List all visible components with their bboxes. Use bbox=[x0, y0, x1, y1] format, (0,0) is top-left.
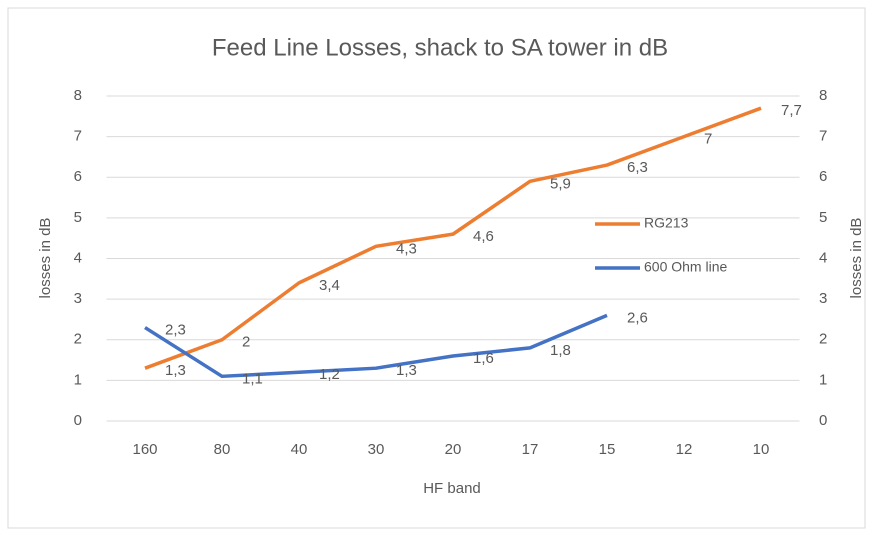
data-label: 1,3 bbox=[396, 362, 417, 379]
series-line bbox=[144, 313, 608, 379]
x-tick-label: 10 bbox=[753, 441, 770, 458]
data-label: 2 bbox=[242, 334, 250, 351]
x-tick-label: 160 bbox=[132, 441, 157, 458]
data-label: 7,7 bbox=[781, 102, 802, 119]
y-tick-label: 1 bbox=[74, 371, 82, 388]
x-tick-label: 30 bbox=[368, 441, 385, 458]
data-label: 1,2 bbox=[319, 366, 340, 383]
y-tick-label: 5 bbox=[74, 209, 82, 226]
y-tick-label: 8 bbox=[74, 87, 82, 104]
y-axis-label: losses in dB bbox=[37, 218, 54, 299]
data-label: 4,3 bbox=[396, 240, 417, 257]
x-tick-label: 20 bbox=[445, 441, 462, 458]
y2-tick-label: 2 bbox=[819, 331, 827, 348]
legend-label: RG213 bbox=[644, 215, 689, 231]
y2-tick-label: 4 bbox=[819, 249, 827, 266]
data-label: 3,4 bbox=[319, 277, 340, 294]
y2-tick-label: 3 bbox=[819, 290, 827, 307]
y2-tick-label: 8 bbox=[819, 87, 827, 104]
y2-tick-label: 5 bbox=[819, 209, 827, 226]
y2-tick-label: 6 bbox=[819, 168, 827, 185]
series-line bbox=[144, 106, 762, 370]
y-tick-label: 4 bbox=[74, 249, 82, 266]
x-tick-label: 80 bbox=[214, 441, 231, 458]
data-label: 1,8 bbox=[550, 342, 571, 359]
y2-tick-label: 0 bbox=[819, 412, 827, 429]
x-tick-label: 17 bbox=[522, 441, 539, 458]
y-tick-label: 7 bbox=[74, 128, 82, 145]
y-tick-label: 0 bbox=[74, 412, 82, 429]
y2-tick-label: 1 bbox=[819, 371, 827, 388]
y2-axis-label: losses in dB bbox=[848, 218, 865, 299]
legend-label: 600 Ohm line bbox=[644, 259, 727, 275]
data-label: 4,6 bbox=[473, 228, 494, 245]
y-tick-label: 2 bbox=[74, 331, 82, 348]
chart-title: Feed Line Losses, shack to SA tower in d… bbox=[212, 34, 668, 61]
x-tick-label: 40 bbox=[291, 441, 308, 458]
x-axis-label: HF band bbox=[423, 480, 481, 497]
data-label: 6,3 bbox=[627, 159, 648, 176]
data-label: 1,6 bbox=[473, 350, 494, 367]
y2-tick-label: 7 bbox=[819, 128, 827, 145]
x-tick-label: 12 bbox=[676, 441, 693, 458]
data-label: 5,9 bbox=[550, 175, 571, 192]
chart-border bbox=[7, 7, 866, 529]
data-label: 1,3 bbox=[165, 362, 186, 379]
x-tick-label: 15 bbox=[599, 441, 616, 458]
data-label: 1,1 bbox=[242, 370, 263, 387]
data-label: 7 bbox=[704, 131, 712, 148]
y-tick-label: 3 bbox=[74, 290, 82, 307]
y-tick-label: 6 bbox=[74, 168, 82, 185]
data-label: 2,3 bbox=[165, 322, 186, 339]
data-label: 2,6 bbox=[627, 309, 648, 326]
